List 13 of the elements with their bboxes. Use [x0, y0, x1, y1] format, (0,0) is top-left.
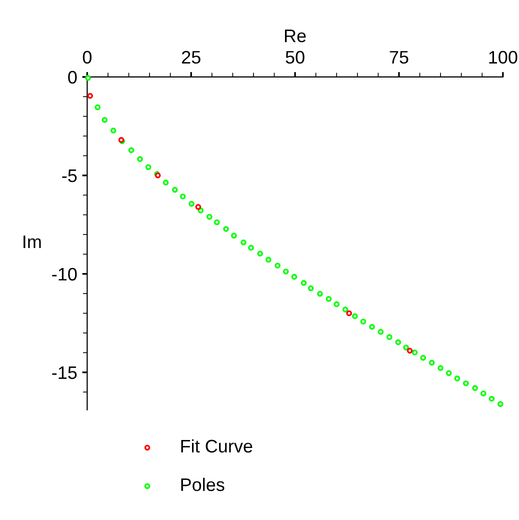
x-tick-label: 100	[489, 50, 518, 64]
x-tick-label: 50	[286, 50, 304, 64]
x-tick-label: 0	[82, 50, 92, 64]
y-tick-label: -10	[52, 268, 77, 281]
y-tick-label: -15	[52, 366, 77, 380]
y-axis-title: Im	[24, 236, 41, 248]
y-tick-label: -5	[62, 170, 77, 182]
y-tick-label: 0	[68, 70, 77, 84]
x-axis-title: Re	[284, 30, 306, 42]
legend-label: Poles	[181, 478, 224, 492]
legend-label: Fit Curve	[181, 439, 252, 453]
x-tick-label: 75	[390, 51, 408, 64]
x-tick-label: 25	[182, 50, 200, 64]
